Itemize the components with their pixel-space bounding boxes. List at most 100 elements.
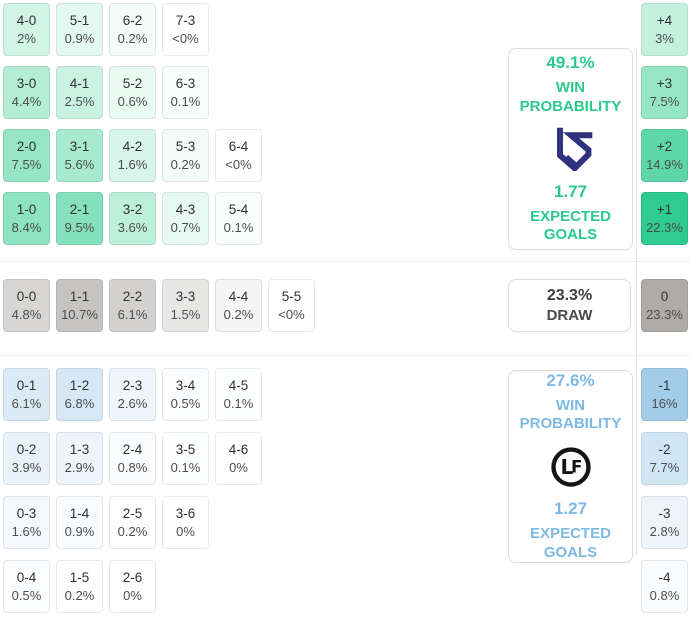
score-cell-3-4: 3-4 0.5% — [162, 368, 209, 421]
score-cell-4-5: 4-5 0.1% — [215, 368, 262, 421]
probability-label: 4.8% — [11, 306, 42, 322]
score-cell-7-3: 7-3 <0% — [162, 3, 209, 56]
probability-label: 0.2% — [223, 306, 254, 322]
probability-label: 9.5% — [64, 219, 95, 235]
score-cell-3-6: 3-6 0% — [162, 496, 209, 549]
score-label: 4-4 — [228, 289, 249, 305]
score-cell-2-4: 2-4 0.8% — [109, 432, 156, 485]
score-label: -3 — [658, 506, 671, 522]
score-cell-5-5: 5-5 <0% — [268, 279, 315, 332]
score-cell-2-1: 2-1 9.5% — [56, 192, 103, 245]
probability-label: 0% — [176, 523, 195, 539]
score-cell-2-0: 2-0 7.5% — [3, 129, 50, 182]
goal-diff-cell-0: 0 23.3% — [641, 279, 688, 332]
score-label: 0-1 — [16, 378, 37, 394]
probability-label: 3.9% — [11, 459, 42, 475]
score-cell-1-2: 1-2 6.8% — [56, 368, 103, 421]
score-label: 7-3 — [175, 13, 196, 29]
probability-label: 2% — [17, 30, 36, 46]
score-label: -2 — [658, 442, 671, 458]
probability-label: 7.5% — [649, 93, 680, 109]
score-label: +3 — [656, 76, 673, 92]
score-cell-0-4: 0-4 0.5% — [3, 560, 50, 613]
probability-label: 3% — [655, 30, 674, 46]
score-cell-4-0: 4-0 2% — [3, 3, 50, 56]
probability-label: 0.2% — [117, 523, 148, 539]
score-cell-6-2: 6-2 0.2% — [109, 3, 156, 56]
away-win-panel: 27.6% WIN PROBABILITY L F 1.27 EXPECTED … — [508, 370, 633, 563]
score-label: 6-4 — [228, 139, 249, 155]
away-expected-goals: 1.27 — [553, 499, 588, 519]
goal-diff-cell-+1: +1 22.3% — [641, 192, 688, 245]
draw-probability: 23.3% — [546, 287, 593, 304]
home-win-probability: 49.1% — [546, 53, 595, 73]
score-cell-5-1: 5-1 0.9% — [56, 3, 103, 56]
probability-label: 0.5% — [170, 395, 201, 411]
score-cell-6-4: 6-4 <0% — [215, 129, 262, 182]
away-win-probability: 27.6% — [546, 371, 595, 390]
goal-diff-cell-+4: +4 3% — [641, 3, 688, 56]
score-cell-1-5: 1-5 0.2% — [56, 560, 103, 613]
probability-label: 0.9% — [64, 30, 95, 46]
score-label: 2-6 — [122, 570, 143, 586]
probability-label: 0.8% — [117, 459, 148, 475]
divider-home-draw — [0, 261, 690, 262]
fc-lugano-logo: L F — [548, 444, 594, 490]
goal-diff-cell--4: -4 0.8% — [641, 560, 688, 613]
divider-draw-away — [0, 355, 690, 356]
score-label: 3-0 — [16, 76, 37, 92]
score-label: 2-0 — [16, 139, 37, 155]
draw-panel: 23.3% DRAW — [508, 279, 631, 332]
probability-label: <0% — [278, 306, 305, 322]
probability-label: 0% — [229, 459, 248, 475]
score-label: 2-1 — [69, 202, 90, 218]
score-label: -4 — [658, 570, 671, 586]
score-cell-3-5: 3-5 0.1% — [162, 432, 209, 485]
score-cell-4-4: 4-4 0.2% — [215, 279, 262, 332]
score-label: 1-3 — [69, 442, 90, 458]
away-win-probability-label: WIN PROBABILITY — [519, 397, 622, 433]
score-label: 3-2 — [122, 202, 143, 218]
score-cell-1-3: 1-3 2.9% — [56, 432, 103, 485]
home-expected-goals: 1.77 — [553, 182, 588, 201]
probability-label: 0.9% — [64, 523, 95, 539]
score-cell-0-2: 0-2 3.9% — [3, 432, 50, 485]
score-label: 3-5 — [175, 442, 196, 458]
score-label: 1-0 — [16, 202, 37, 218]
divider-goal-diff-column — [636, 48, 637, 556]
score-label: 5-4 — [228, 202, 249, 218]
probability-label: 0.2% — [64, 587, 95, 603]
score-cell-4-2: 4-2 1.6% — [109, 129, 156, 182]
probability-label: 0.1% — [170, 93, 201, 109]
score-cell-3-3: 3-3 1.5% — [162, 279, 209, 332]
score-label: 6-2 — [122, 13, 143, 29]
score-label: 2-4 — [122, 442, 143, 458]
probability-label: 22.3% — [646, 219, 683, 235]
probability-label: 3.6% — [117, 219, 148, 235]
score-cell-0-0: 0-0 4.8% — [3, 279, 50, 332]
score-cell-5-4: 5-4 0.1% — [215, 192, 262, 245]
svg-text:L: L — [560, 455, 573, 479]
probability-label: 7.5% — [11, 156, 42, 172]
score-cell-3-0: 3-0 4.4% — [3, 66, 50, 119]
score-cell-4-6: 4-6 0% — [215, 432, 262, 485]
score-label: 0-0 — [16, 289, 37, 305]
probability-label: 0% — [123, 587, 142, 603]
score-cell-4-3: 4-3 0.7% — [162, 192, 209, 245]
score-label: 0 — [660, 289, 669, 305]
probability-label: 2.6% — [117, 395, 148, 411]
score-label: +4 — [656, 13, 673, 29]
probability-label: 0.7% — [170, 219, 201, 235]
score-cell-2-2: 2-2 6.1% — [109, 279, 156, 332]
score-label: 4-3 — [175, 202, 196, 218]
score-cell-6-3: 6-3 0.1% — [162, 66, 209, 119]
score-cell-5-3: 5-3 0.2% — [162, 129, 209, 182]
probability-label: 0.5% — [11, 587, 42, 603]
probability-label: 6.8% — [64, 395, 95, 411]
score-label: 0-2 — [16, 442, 37, 458]
probability-label: 0.2% — [170, 156, 201, 172]
probability-label: 6.1% — [117, 306, 148, 322]
probability-label: 6.1% — [11, 395, 42, 411]
goal-diff-cell--2: -2 7.7% — [641, 432, 688, 485]
score-label: 4-5 — [228, 378, 249, 394]
